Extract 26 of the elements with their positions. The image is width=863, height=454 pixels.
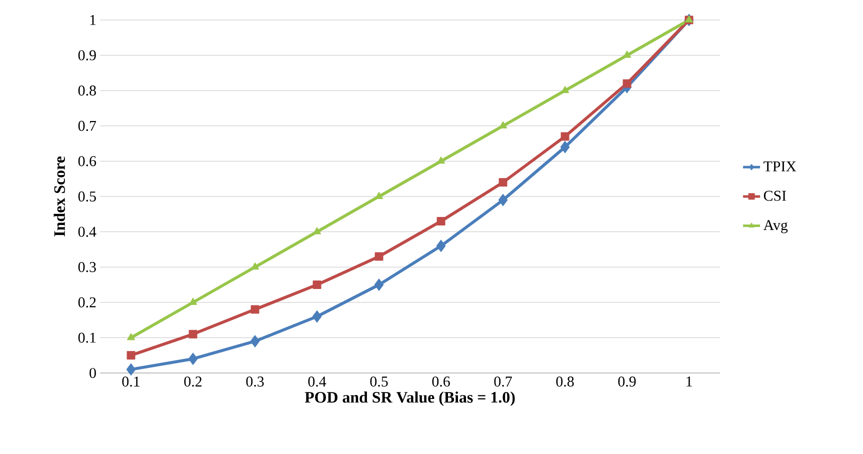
legend-label: CSI bbox=[764, 190, 786, 201]
x-tick-label: 0.6 bbox=[432, 376, 450, 387]
y-tick-label: 0.4 bbox=[78, 226, 96, 237]
y-tick-label: 0.2 bbox=[78, 297, 96, 308]
y-tick-label: 0.3 bbox=[78, 262, 96, 272]
x-tick-label: 0.1 bbox=[122, 376, 140, 387]
y-tick-label: 0.7 bbox=[78, 120, 96, 131]
y-tick-label: 0 bbox=[90, 368, 96, 378]
y-tick-label: 0.1 bbox=[78, 332, 96, 343]
x-tick-label: 0.8 bbox=[556, 376, 574, 387]
x-tick-label: 1 bbox=[686, 376, 692, 386]
y-axis-title: Index Score bbox=[54, 156, 65, 236]
x-tick-label: 0.3 bbox=[246, 376, 264, 387]
x-axis-title: POD and SR Value (Bias = 1.0) bbox=[304, 391, 515, 406]
x-tick-label: 0.7 bbox=[494, 376, 512, 387]
x-tick-label: 0.5 bbox=[370, 376, 388, 387]
y-tick-label: 0.9 bbox=[78, 50, 96, 60]
legend-label: Avg bbox=[763, 220, 788, 234]
x-tick-label: 0.4 bbox=[308, 376, 326, 387]
y-tick-label: 1 bbox=[90, 15, 96, 25]
legend-label: TPIX bbox=[764, 161, 796, 172]
y-tick-label: 0.6 bbox=[78, 156, 96, 166]
x-tick-label: 0.2 bbox=[184, 376, 202, 387]
y-tick-label: 0.5 bbox=[78, 191, 96, 202]
y-tick-label: 0.8 bbox=[78, 86, 96, 96]
x-tick-label: 0.9 bbox=[618, 376, 636, 387]
